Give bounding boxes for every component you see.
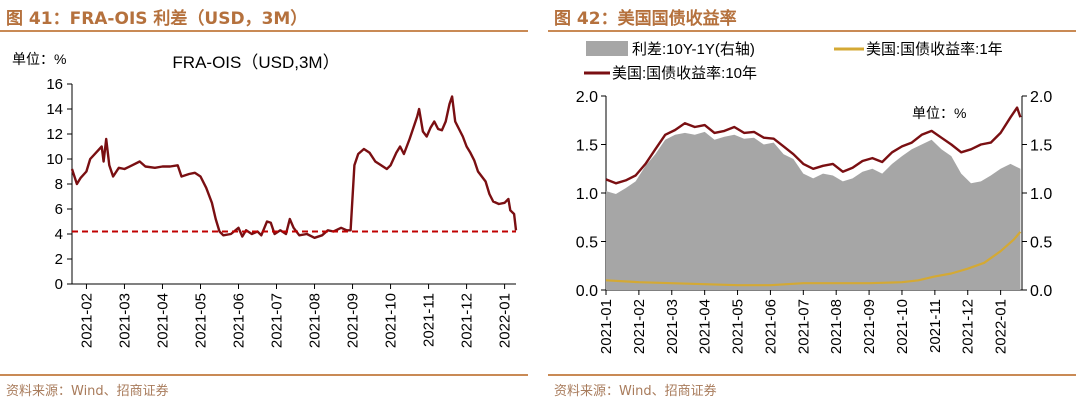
y-tick-label: 14 <box>46 101 63 118</box>
x-tick-label: 2021-05 <box>730 299 747 354</box>
x-tick-label: 2021-12 <box>459 293 476 348</box>
x-tick-label: 2021-10 <box>894 299 911 354</box>
x-tick-label: 2021-02 <box>631 299 648 354</box>
title-rule <box>548 30 1076 32</box>
x-tick-label: 2021-06 <box>762 299 779 354</box>
x-tick-label: 2021-07 <box>795 299 812 354</box>
legend-label-1y: 美国:国债收益率:1年 <box>866 41 1003 58</box>
x-tick-label: 2021-05 <box>192 293 209 348</box>
y-tick-label: 1.5 <box>576 138 598 155</box>
y-tick-label: 1.0 <box>576 186 598 203</box>
chart-title: FRA-OIS（USD,3M） <box>172 53 339 72</box>
x-tick-label: 2021-12 <box>960 299 977 354</box>
yield-10y-line <box>605 106 1022 185</box>
fra-ois-chart: 单位：% FRA-OIS（USD,3M） 0 2 4 6 8 10 12 14 16 2021-0… <box>12 51 518 348</box>
y-tick-label: 16 <box>46 76 63 93</box>
y-tick-label: 12 <box>46 126 63 143</box>
y2-tick-label: 1.5 <box>1030 138 1052 155</box>
y2-tick-label: 1.0 <box>1030 186 1052 203</box>
x-tick-label: 2021-09 <box>861 299 878 354</box>
title-rule <box>0 30 528 32</box>
figure-42-title: 图 42：美国国债收益率 <box>554 9 737 29</box>
y-tick-label: 2 <box>55 251 63 268</box>
x-tick-label: 2022-01 <box>993 299 1010 354</box>
x-tick-label: 2021-11 <box>927 299 944 353</box>
x-tick-label: 2021-02 <box>78 293 95 348</box>
plot-area <box>70 95 518 239</box>
y2-tick-label: 0.0 <box>1030 283 1052 300</box>
y-tick-label: 10 <box>46 151 63 168</box>
plot-area <box>605 106 1022 290</box>
x-tick-label: 2021-04 <box>697 299 714 354</box>
footer-rule <box>548 374 1076 376</box>
y-tick-label: 2.0 <box>576 89 598 106</box>
x-tick-label: 2021-08 <box>307 293 324 348</box>
x-tick-label: 2021-01 <box>598 299 615 354</box>
spread-area <box>606 131 1021 290</box>
source-note: 资料来源：Wind、招商证券 <box>6 384 169 399</box>
axes: 0 2 4 6 8 10 12 14 16 2021-02 2021-03 2021-04 2021-0… <box>46 76 516 348</box>
yield-1y-line <box>605 231 1022 287</box>
x-tick-label: 2021-03 <box>664 299 681 354</box>
unit-label: 单位：% <box>12 51 66 67</box>
y-tick-label: 0.0 <box>576 283 598 300</box>
x-tick-label: 2021-07 <box>269 293 286 348</box>
y2-tick-label: 2.0 <box>1030 89 1052 106</box>
x-tick-label: 2021-08 <box>828 299 845 354</box>
x-tick-label: 2021-04 <box>154 293 171 348</box>
legend-swatch-spread <box>586 41 628 56</box>
footer-rule <box>0 374 528 376</box>
x-tick-label: 2021-09 <box>345 293 362 348</box>
unit-label: 单位：% <box>912 105 966 121</box>
y-tick-label: 6 <box>55 201 63 218</box>
x-tick-label: 2021-11 <box>421 293 438 347</box>
x-tick-label: 2021-10 <box>383 293 400 348</box>
fra-ois-line <box>70 95 518 239</box>
legend-label-10y: 美国:国债收益率:10年 <box>612 65 757 82</box>
figure-41-title: 图 41：FRA-OIS 利差（USD，3M） <box>6 9 308 29</box>
y-tick-label: 4 <box>55 226 63 243</box>
left-figure-panel: 图 41：FRA-OIS 利差（USD，3M） 单位：% FRA-OIS（USD… <box>0 0 532 404</box>
axes: 0.0 0.5 1.0 1.5 2.0 0.0 0.5 1.0 1.5 2.0 2021-01 202… <box>576 89 1053 354</box>
y-tick-label: 0.5 <box>576 235 598 252</box>
x-tick-label: 2021-06 <box>231 293 248 348</box>
source-note: 资料来源：Wind、招商证券 <box>554 384 717 399</box>
legend-label-spread: 利差:10Y-1Y(右轴) <box>632 41 755 58</box>
y2-tick-label: 0.5 <box>1030 235 1052 252</box>
y-tick-label: 8 <box>55 176 63 193</box>
x-tick-label: 2021-03 <box>116 293 133 348</box>
x-tick-label: 2022-01 <box>497 293 514 348</box>
y-tick-label: 0 <box>55 276 63 293</box>
right-figure-panel: 图 42：美国国债收益率 利差:10Y-1Y(右轴) 美国:国债收益率:1年美国:… <box>548 0 1080 404</box>
